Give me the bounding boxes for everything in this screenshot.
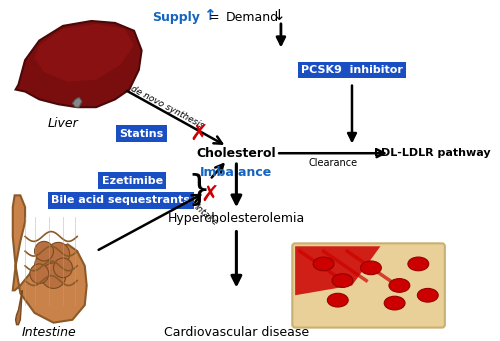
Polygon shape — [16, 21, 142, 107]
Polygon shape — [295, 246, 380, 295]
Text: Cholesterol: Cholesterol — [196, 147, 276, 160]
Text: PCSK9  inhibitor: PCSK9 inhibitor — [301, 65, 403, 75]
Ellipse shape — [360, 261, 382, 275]
Text: ✗: ✗ — [189, 124, 208, 144]
Text: Intake: Intake — [192, 203, 220, 227]
Text: Intestine: Intestine — [22, 326, 76, 339]
Circle shape — [54, 258, 72, 278]
Polygon shape — [34, 24, 134, 82]
Polygon shape — [13, 195, 86, 323]
Text: =: = — [208, 11, 219, 24]
Text: Liver: Liver — [48, 117, 78, 130]
Ellipse shape — [418, 288, 438, 302]
Text: Ezetimibe: Ezetimibe — [102, 176, 162, 186]
Ellipse shape — [313, 257, 334, 271]
FancyBboxPatch shape — [292, 243, 445, 328]
Text: }: } — [187, 174, 210, 207]
Polygon shape — [72, 98, 82, 107]
Ellipse shape — [332, 274, 353, 287]
Text: Cardiovascular disease: Cardiovascular disease — [164, 326, 309, 339]
Circle shape — [34, 241, 54, 261]
Ellipse shape — [389, 279, 410, 292]
Text: Clearance: Clearance — [308, 158, 358, 168]
Text: Supply: Supply — [152, 11, 200, 24]
Text: Hypercholesterolemia: Hypercholesterolemia — [168, 212, 305, 225]
Circle shape — [34, 251, 63, 281]
Circle shape — [47, 242, 70, 266]
Circle shape — [30, 264, 49, 283]
Ellipse shape — [328, 293, 348, 307]
Text: ✗: ✗ — [200, 184, 219, 204]
Text: Imbalance: Imbalance — [200, 166, 272, 179]
Text: de novo synthesis: de novo synthesis — [129, 84, 206, 130]
Text: ↓: ↓ — [274, 8, 286, 23]
Polygon shape — [16, 290, 22, 325]
Text: Demand: Demand — [226, 11, 279, 24]
Ellipse shape — [408, 257, 428, 271]
Circle shape — [41, 263, 66, 288]
Text: LDL-LDLR pathway: LDL-LDLR pathway — [374, 148, 491, 158]
Text: Statins: Statins — [120, 129, 164, 139]
Ellipse shape — [384, 296, 405, 310]
Text: Bile acid sequestrants: Bile acid sequestrants — [52, 195, 190, 205]
Text: ↑: ↑ — [203, 8, 216, 23]
